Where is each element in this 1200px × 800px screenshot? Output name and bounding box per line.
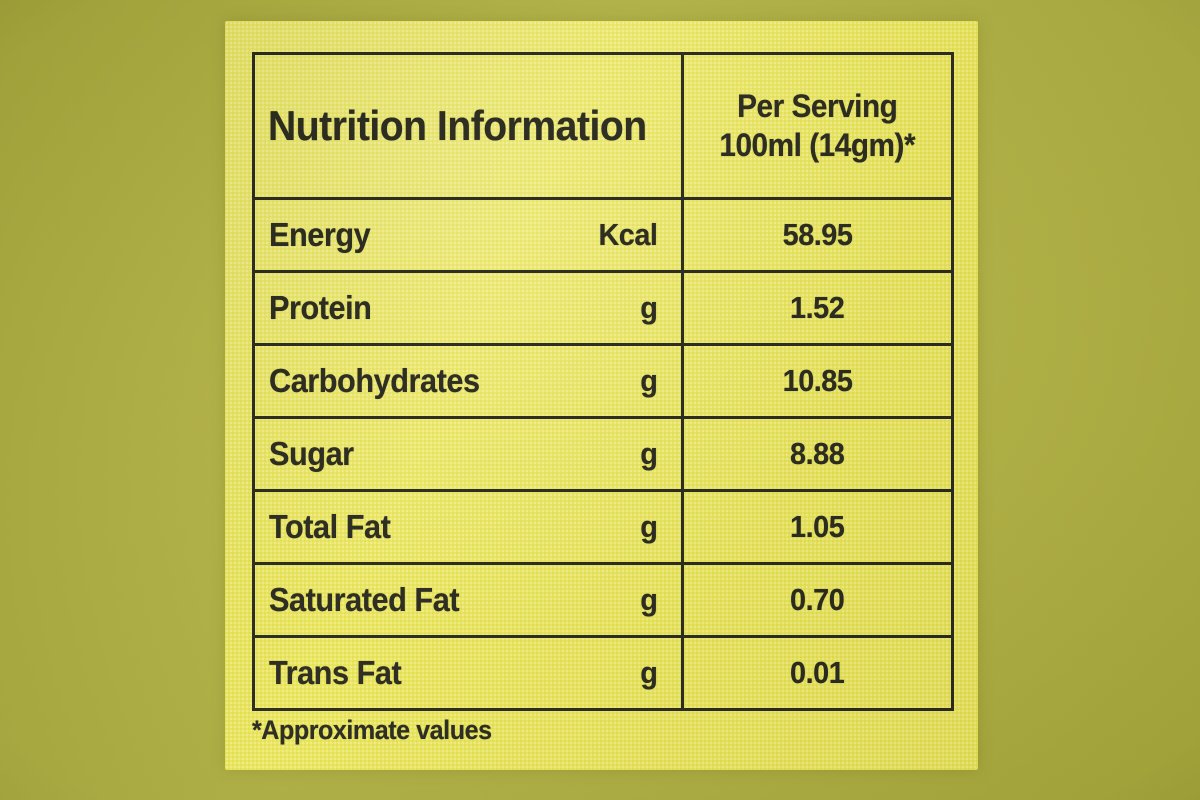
nutrient-name: Sugar <box>269 435 354 472</box>
nutrition-table: Nutrition Information Per Serving 100ml … <box>252 52 954 711</box>
nutrient-unit: g <box>639 290 658 325</box>
row-energy: Energy Kcal <box>255 197 681 270</box>
nutrient-name: Protein <box>269 289 372 326</box>
nutrient-value: 0.70 <box>790 582 845 617</box>
nutrient-name: Trans Fat <box>269 654 402 691</box>
nutrient-value: 10.85 <box>782 363 853 398</box>
nutrient-value: 58.95 <box>782 217 853 252</box>
row-trans-fat-value: 0.01 <box>681 635 951 708</box>
nutrient-name: Total Fat <box>269 508 391 545</box>
nutrient-name: Energy <box>269 216 371 253</box>
nutrition-label: Nutrition Information Per Serving 100ml … <box>225 21 978 770</box>
header-cell-title: Nutrition Information <box>255 55 681 197</box>
row-protein: Protein g <box>255 270 681 343</box>
nutrient-unit: Kcal <box>597 217 658 252</box>
nutrient-unit: g <box>639 363 658 398</box>
nutrient-unit: g <box>639 436 658 471</box>
table-title: Nutrition Information <box>268 102 647 149</box>
row-carbohydrates: Carbohydrates g <box>255 343 681 416</box>
footnote: *Approximate values <box>252 715 492 745</box>
row-sugar: Sugar g <box>255 416 681 489</box>
row-total-fat: Total Fat g <box>255 489 681 562</box>
nutrient-value: 1.05 <box>790 509 845 544</box>
row-sugar-value: 8.88 <box>681 416 951 489</box>
row-protein-value: 1.52 <box>681 270 951 343</box>
nutrient-name: Carbohydrates <box>269 362 480 399</box>
row-energy-value: 58.95 <box>681 197 951 270</box>
nutrient-unit: g <box>639 655 658 690</box>
nutrient-value: 0.01 <box>790 655 845 690</box>
serving-line-2: 100ml (14gm)* <box>719 127 916 163</box>
nutrient-name: Saturated Fat <box>269 581 460 618</box>
row-saturated-fat-value: 0.70 <box>681 562 951 635</box>
nutrient-unit: g <box>639 582 658 617</box>
serving-line-1: Per Serving <box>737 88 898 124</box>
row-saturated-fat: Saturated Fat g <box>255 562 681 635</box>
header-cell-serving: Per Serving 100ml (14gm)* <box>681 55 951 197</box>
row-trans-fat: Trans Fat g <box>255 635 681 708</box>
row-carbohydrates-value: 10.85 <box>681 343 951 416</box>
nutrient-value: 1.52 <box>790 290 845 325</box>
nutrient-value: 8.88 <box>790 436 845 471</box>
row-total-fat-value: 1.05 <box>681 489 951 562</box>
serving-header: Per Serving 100ml (14gm)* <box>720 87 916 165</box>
nutrient-unit: g <box>639 509 658 544</box>
